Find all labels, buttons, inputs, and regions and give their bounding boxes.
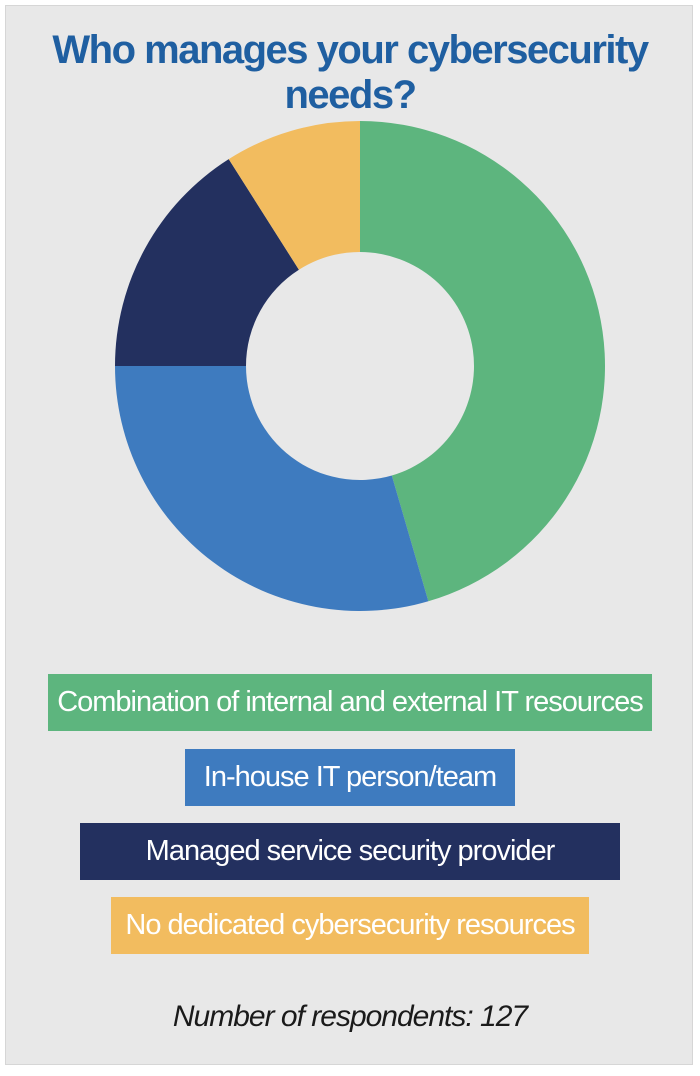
legend-item-managed-service: Managed service security provider xyxy=(80,823,620,880)
slice-managed-service xyxy=(115,159,299,366)
slice-in-house xyxy=(115,366,429,611)
chart-title: Who manages your cybersecurity needs? xyxy=(52,28,649,117)
respondents-note: Number of respondents: 127 xyxy=(172,1000,528,1033)
slice-combination xyxy=(360,121,605,602)
slice-no-dedicated xyxy=(228,121,360,270)
legend-item-combination: Combination of internal and external IT … xyxy=(48,674,652,731)
donut-chart xyxy=(115,121,605,611)
legend-item-in-house: In-house IT person/team xyxy=(185,749,515,806)
legend-item-no-dedicated: No dedicated cybersecurity resources xyxy=(111,897,589,954)
